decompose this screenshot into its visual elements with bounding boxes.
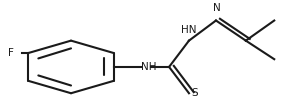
Text: N: N: [213, 3, 220, 13]
Text: HN: HN: [181, 25, 197, 35]
Text: S: S: [191, 88, 198, 98]
Text: NH: NH: [141, 62, 156, 72]
Text: F: F: [8, 48, 14, 58]
